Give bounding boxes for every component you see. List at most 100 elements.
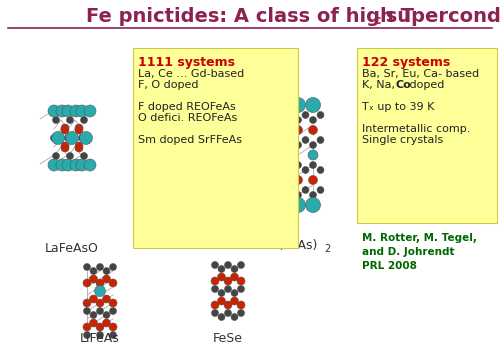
Circle shape: [75, 142, 83, 150]
Text: Single crystals: Single crystals: [362, 135, 444, 145]
Circle shape: [218, 297, 226, 305]
Circle shape: [80, 132, 92, 144]
Circle shape: [278, 175, 287, 185]
Circle shape: [276, 197, 290, 213]
Circle shape: [102, 275, 110, 283]
Circle shape: [110, 331, 116, 339]
Circle shape: [294, 162, 302, 168]
Circle shape: [110, 263, 116, 270]
Circle shape: [70, 159, 82, 171]
Circle shape: [294, 116, 302, 124]
Circle shape: [230, 297, 238, 305]
Circle shape: [294, 175, 302, 185]
Circle shape: [83, 323, 91, 331]
Circle shape: [278, 150, 288, 160]
Text: LaFeAsO: LaFeAsO: [45, 241, 99, 255]
Circle shape: [212, 262, 218, 269]
Circle shape: [90, 311, 97, 318]
Circle shape: [224, 310, 232, 317]
Circle shape: [224, 286, 232, 293]
Text: 122 systems: 122 systems: [362, 56, 450, 69]
Circle shape: [78, 134, 86, 142]
Circle shape: [96, 331, 103, 339]
Circle shape: [84, 159, 96, 171]
Circle shape: [224, 277, 232, 285]
Circle shape: [310, 116, 316, 124]
Circle shape: [317, 137, 324, 144]
Text: 1111 systems: 1111 systems: [138, 56, 235, 69]
Circle shape: [308, 126, 318, 134]
Circle shape: [102, 295, 110, 303]
Text: F doped REOFeAs: F doped REOFeAs: [138, 102, 236, 112]
Circle shape: [294, 142, 302, 149]
Circle shape: [231, 265, 238, 273]
Circle shape: [109, 279, 117, 287]
Circle shape: [280, 142, 286, 149]
Circle shape: [84, 307, 90, 315]
Circle shape: [294, 191, 302, 198]
Circle shape: [109, 299, 117, 307]
Circle shape: [237, 277, 245, 285]
Circle shape: [52, 116, 60, 124]
Circle shape: [272, 112, 279, 119]
Circle shape: [52, 132, 64, 144]
Circle shape: [287, 112, 294, 119]
Circle shape: [66, 116, 73, 124]
Circle shape: [302, 167, 309, 174]
Text: La, Ce … Gd-based: La, Ce … Gd-based: [138, 69, 244, 79]
Circle shape: [224, 262, 232, 269]
Circle shape: [218, 273, 226, 281]
Circle shape: [84, 105, 96, 117]
Circle shape: [90, 275, 98, 283]
Circle shape: [237, 301, 245, 309]
Circle shape: [218, 265, 225, 273]
Circle shape: [218, 289, 225, 297]
Circle shape: [302, 186, 309, 193]
Circle shape: [287, 186, 294, 193]
Circle shape: [90, 295, 98, 303]
Circle shape: [317, 112, 324, 119]
Circle shape: [52, 152, 60, 160]
FancyBboxPatch shape: [357, 48, 497, 223]
Circle shape: [212, 286, 218, 293]
Text: O defici. REOFeAs: O defici. REOFeAs: [138, 113, 237, 123]
Circle shape: [238, 262, 244, 269]
Circle shape: [211, 277, 219, 285]
Circle shape: [317, 167, 324, 174]
Text: Sm doped SrFFeAs: Sm doped SrFFeAs: [138, 135, 242, 145]
Circle shape: [278, 126, 287, 134]
Circle shape: [102, 319, 110, 327]
Circle shape: [238, 310, 244, 317]
Circle shape: [310, 191, 316, 198]
Circle shape: [70, 105, 82, 117]
Circle shape: [231, 313, 238, 321]
Text: LiFeAs: LiFeAs: [80, 331, 120, 345]
Circle shape: [80, 116, 87, 124]
Text: K, Na,: K, Na,: [362, 80, 399, 90]
Circle shape: [56, 159, 68, 171]
FancyBboxPatch shape: [133, 48, 298, 248]
Circle shape: [109, 323, 117, 331]
Circle shape: [48, 105, 60, 117]
Text: F, O doped: F, O doped: [138, 80, 198, 90]
Text: c: c: [374, 13, 382, 26]
Circle shape: [84, 263, 90, 270]
Circle shape: [308, 175, 318, 185]
Circle shape: [83, 279, 91, 287]
Circle shape: [310, 162, 316, 168]
Circle shape: [80, 152, 87, 160]
Circle shape: [76, 105, 88, 117]
Circle shape: [280, 191, 286, 198]
Circle shape: [48, 159, 60, 171]
Circle shape: [66, 152, 73, 160]
Circle shape: [56, 105, 68, 117]
Circle shape: [280, 116, 286, 124]
Circle shape: [61, 142, 69, 150]
Circle shape: [276, 97, 290, 113]
Circle shape: [224, 301, 232, 309]
Circle shape: [62, 105, 74, 117]
Circle shape: [62, 159, 74, 171]
Circle shape: [75, 144, 83, 152]
Circle shape: [103, 268, 110, 275]
Circle shape: [287, 137, 294, 144]
